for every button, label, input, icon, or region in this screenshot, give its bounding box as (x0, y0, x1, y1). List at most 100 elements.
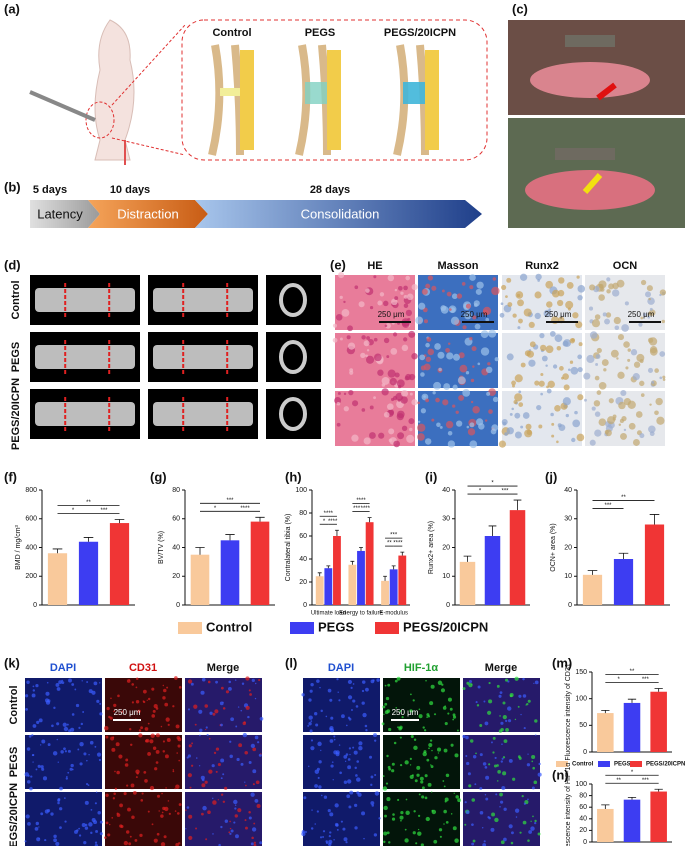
texture (627, 400, 636, 409)
texture (46, 809, 51, 813)
duration: 5 days (33, 184, 67, 196)
texture (77, 748, 80, 751)
bone-section (279, 397, 307, 431)
column-header: Merge (207, 662, 239, 674)
y-axis-label: Fluorescence intensity of CD31 (565, 663, 572, 760)
y-tick-label: 100 (575, 781, 587, 788)
texture (482, 843, 487, 846)
significance-label: *** (226, 498, 234, 504)
y-tick-label: 40 (442, 487, 450, 494)
texture (347, 758, 351, 761)
texture (465, 371, 470, 375)
texture (497, 770, 501, 774)
texture (500, 302, 504, 306)
texture (507, 302, 513, 307)
texture (471, 823, 474, 827)
texture (485, 775, 490, 780)
y-tick-label: 800 (25, 487, 37, 494)
texture (455, 795, 459, 799)
texture (64, 820, 67, 823)
texture (204, 704, 209, 708)
texture (140, 799, 144, 802)
texture (153, 704, 158, 709)
y-tick-label: 80 (579, 792, 587, 799)
texture (500, 728, 504, 732)
micrograph (25, 735, 102, 789)
texture (106, 706, 110, 711)
texture (499, 715, 501, 717)
texture (245, 705, 250, 710)
texture (403, 303, 409, 308)
texture (164, 754, 169, 759)
texture (472, 365, 475, 368)
bar (509, 510, 526, 605)
error-bar (513, 499, 522, 511)
texture (333, 838, 335, 841)
texture (250, 743, 255, 749)
texture (469, 336, 473, 341)
texture (229, 820, 231, 823)
y-axis-label: OCN+ area (%) (550, 523, 557, 571)
texture (589, 284, 596, 291)
texture (253, 843, 257, 846)
texture (338, 272, 345, 279)
texture (554, 334, 563, 343)
texture (386, 403, 394, 411)
texture (488, 763, 491, 766)
texture (517, 755, 521, 759)
error-bar (391, 565, 396, 570)
phase-label: Latency (37, 206, 83, 221)
texture (341, 308, 350, 317)
texture (545, 345, 554, 354)
texture (218, 843, 221, 846)
texture (233, 799, 238, 805)
texture (598, 294, 605, 301)
texture (594, 375, 600, 381)
texture (78, 834, 82, 837)
texture (401, 425, 408, 431)
zoom-box (181, 19, 488, 161)
texture (391, 769, 395, 773)
texture (250, 842, 254, 846)
texture (165, 717, 170, 722)
error-bar (334, 529, 339, 536)
y-tick-label: 400 (25, 544, 37, 551)
texture (208, 769, 213, 774)
bar (365, 522, 374, 605)
texture (386, 754, 389, 758)
texture (138, 729, 142, 732)
texture (640, 393, 645, 397)
texture (522, 412, 530, 419)
texture (56, 738, 59, 741)
texture (462, 687, 466, 690)
texture (335, 314, 343, 321)
texture (400, 810, 404, 815)
texture (459, 364, 468, 373)
texture (224, 819, 229, 823)
texture (638, 322, 643, 327)
texture (534, 312, 541, 320)
phase-consolidation (195, 200, 482, 228)
texture (329, 739, 334, 743)
texture (417, 831, 422, 836)
bar (623, 702, 641, 752)
texture (32, 689, 36, 692)
texture (419, 354, 426, 361)
texture (410, 734, 414, 739)
error-bar (317, 572, 322, 577)
texture (518, 694, 522, 698)
texture (68, 678, 72, 683)
texture (308, 722, 312, 726)
texture (126, 784, 129, 787)
error-bar (654, 788, 663, 792)
texture (105, 793, 109, 797)
texture (392, 813, 395, 816)
texture (360, 352, 366, 359)
texture (429, 701, 434, 706)
error-bar (367, 517, 372, 523)
texture (545, 280, 554, 289)
texture (403, 337, 408, 342)
texture (132, 790, 137, 795)
bar (582, 574, 603, 605)
row-label: Control (10, 280, 22, 319)
